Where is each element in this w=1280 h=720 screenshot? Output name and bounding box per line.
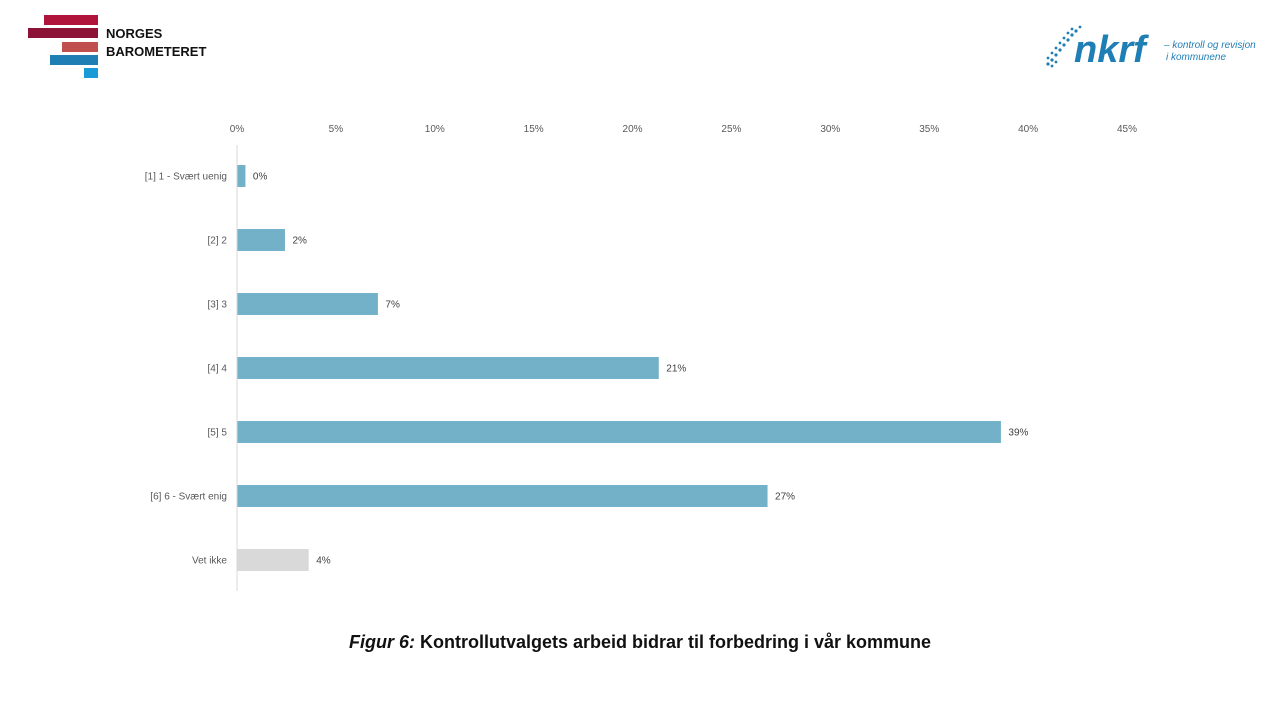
- logo-line-1: NORGES: [106, 26, 163, 41]
- x-tick-label: 15%: [524, 124, 544, 135]
- figure-caption: Figur 6: Kontrollutvalgets arbeid bidrar…: [0, 632, 1280, 653]
- value-label: 2%: [292, 236, 307, 247]
- category-label: [6] 6 - Svært enig: [150, 492, 227, 503]
- x-tick-label: 30%: [820, 124, 840, 135]
- category-label: [2] 2: [208, 236, 228, 247]
- bar: [237, 357, 659, 379]
- logo-stripe: [50, 55, 98, 65]
- category-label: [5] 5: [208, 428, 228, 439]
- category-label: Vet ikke: [192, 556, 227, 567]
- category-labels: [1] 1 - Svært uenig [2] 2 [3] 3 [4] 4 [5] 5 […: [145, 172, 228, 567]
- caption-text: Kontrollutvalgets arbeid bidrar til forb…: [419, 632, 932, 652]
- x-tick-label: 35%: [919, 124, 939, 135]
- x-tick-label: 5%: [329, 124, 344, 135]
- nkrf-logo: nkrf – kontroll og revisjon i kommunene: [1046, 25, 1256, 71]
- logo-line-2: BAROMETERET: [106, 44, 207, 59]
- bar: [237, 165, 246, 187]
- bar-chart: 0% 5% 10% 15% 20% 25% 30% 35% 40% 45% [1] 1 - Svæ…: [145, 124, 1137, 591]
- x-tick-label: 45%: [1117, 124, 1137, 135]
- nkrf-tagline-2: i kommunene: [1166, 52, 1226, 63]
- value-label: 39%: [1008, 428, 1028, 439]
- value-labels: 0% 2% 7% 21% 39% 27% 4%: [253, 172, 1029, 567]
- nkrf-tagline-1: – kontroll og revisjon: [1163, 40, 1256, 51]
- value-label: 4%: [316, 556, 331, 567]
- category-label: [1] 1 - Svært uenig: [145, 172, 227, 183]
- bar: [237, 421, 1001, 443]
- caption-prefix: Figur 6:: [348, 632, 415, 652]
- x-tick-label: 10%: [425, 124, 445, 135]
- bars: [237, 165, 1001, 571]
- norges-barometeret-logo: NORGES BAROMETERET: [26, 14, 226, 82]
- nkrf-dots-icon: [1046, 25, 1082, 68]
- x-tick-label: 25%: [721, 124, 741, 135]
- x-tick-label: 0%: [230, 124, 245, 135]
- category-label: [3] 3: [208, 300, 228, 311]
- logo-stripe: [44, 15, 98, 25]
- value-label: 27%: [775, 492, 795, 503]
- bar: [237, 293, 378, 315]
- category-label: [4] 4: [208, 364, 228, 375]
- value-label: 0%: [253, 172, 268, 183]
- x-axis-ticks: 0% 5% 10% 15% 20% 25% 30% 35% 40% 45%: [230, 124, 1137, 135]
- bar: [237, 485, 768, 507]
- norges-barometeret-wordmark: NORGES BAROMETERET: [106, 25, 206, 61]
- logo-stripe: [62, 42, 98, 52]
- nkrf-wordmark: nkrf: [1074, 29, 1149, 71]
- bar: [237, 549, 309, 571]
- bar: [237, 229, 285, 251]
- x-tick-label: 20%: [623, 124, 643, 135]
- logo-stripe: [84, 68, 98, 78]
- value-label: 21%: [666, 364, 686, 375]
- logo-stripe: [28, 28, 98, 38]
- x-tick-label: 40%: [1018, 124, 1038, 135]
- value-label: 7%: [385, 300, 400, 311]
